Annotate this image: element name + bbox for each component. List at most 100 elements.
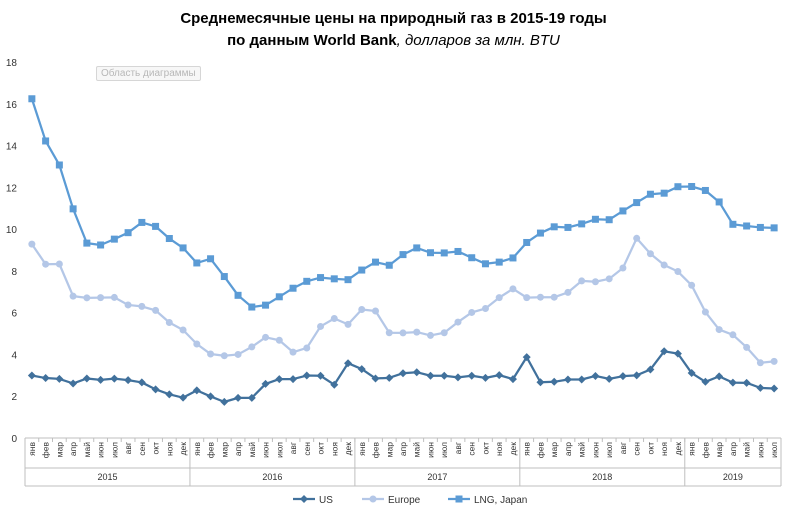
data-point-europe: [440, 329, 448, 337]
data-point-europe: [701, 308, 709, 316]
data-point-lng-japan: [426, 249, 434, 257]
data-point-lng-japan: [550, 223, 558, 231]
x-month-label: янв: [27, 442, 37, 456]
data-point-us: [289, 375, 298, 384]
x-month-label: апр: [563, 442, 573, 456]
y-tick-label: 18: [6, 58, 18, 69]
data-point-europe: [564, 288, 572, 296]
data-point-lng-japan: [564, 223, 572, 231]
data-point-us: [55, 374, 64, 383]
data-point-us: [220, 397, 229, 406]
x-month-label: сен: [302, 442, 312, 456]
data-point-europe: [495, 294, 503, 302]
data-point-us: [646, 365, 655, 374]
data-point-us: [399, 369, 407, 378]
x-month-label: авг: [123, 442, 133, 454]
x-month-label: фев: [41, 442, 51, 459]
data-point-us: [536, 378, 545, 387]
data-point-europe: [110, 293, 118, 301]
data-point-lng-japan: [330, 275, 338, 283]
data-point-europe: [660, 261, 668, 269]
data-point-europe: [619, 264, 627, 272]
data-point-lng-japan: [633, 199, 641, 207]
data-point-europe: [207, 350, 215, 358]
x-month-label: окт: [151, 442, 161, 455]
data-point-us: [151, 385, 160, 394]
data-point-lng-japan: [317, 274, 325, 282]
data-point-europe: [688, 281, 696, 289]
x-month-label: авг: [288, 442, 298, 454]
y-tick-label: 8: [11, 267, 17, 278]
x-month-label: окт: [480, 442, 490, 455]
data-point-europe: [289, 348, 297, 356]
x-month-label: дек: [673, 442, 683, 456]
data-point-europe: [372, 307, 380, 315]
x-month-label: июн: [590, 442, 600, 458]
x-month-label: апр: [68, 442, 78, 456]
x-month-label: июн: [261, 442, 271, 458]
data-point-us: [179, 393, 188, 402]
y-axis: 0 2 4 6 8 10 12 14 16 18: [6, 58, 18, 445]
data-point-lng-japan: [605, 216, 613, 224]
data-point-lng-japan: [220, 273, 228, 281]
data-point-europe: [756, 359, 764, 367]
data-point-us: [563, 375, 572, 384]
data-point-us: [344, 359, 353, 368]
data-point-europe: [55, 260, 63, 268]
data-point-us: [385, 373, 394, 382]
data-point-us: [206, 392, 215, 401]
data-point-us: [728, 378, 737, 387]
data-point-us: [330, 380, 339, 389]
data-point-us: [673, 349, 682, 358]
data-point-europe: [743, 343, 751, 351]
data-point-lng-japan: [83, 239, 91, 247]
data-point-us: [275, 375, 284, 384]
x-month-label: янв: [357, 442, 367, 456]
x-month-label: дек: [508, 442, 518, 456]
legend-label-us: US: [319, 495, 333, 506]
data-point-lng-japan: [207, 255, 215, 263]
x-month-label: фев: [700, 442, 710, 459]
data-point-europe: [715, 326, 723, 334]
x-month-label: июн: [96, 442, 106, 458]
x-month-label: ноя: [164, 442, 174, 456]
data-point-lng-japan: [715, 198, 723, 206]
chart-area-tooltip: Область диаграммы: [96, 66, 201, 81]
legend-marker-lng-japan: [455, 495, 463, 503]
data-point-us: [137, 378, 146, 387]
x-month-label: фев: [371, 442, 381, 459]
data-point-europe: [413, 328, 421, 336]
x-year-label: 2019: [723, 472, 743, 482]
data-point-lng-japan: [454, 247, 462, 255]
x-month-label: апр: [233, 442, 243, 456]
x-month-label: янв: [687, 442, 697, 456]
x-month-label: янв: [192, 442, 202, 456]
legend-label-europe: Europe: [388, 495, 421, 506]
data-point-lng-japan: [179, 244, 187, 252]
data-point-us: [247, 393, 256, 402]
chart-title-line2: по данным World Bank, долларов за млн. B…: [0, 30, 787, 52]
data-point-us: [371, 374, 380, 383]
data-point-europe: [330, 315, 338, 323]
data-point-us: [41, 374, 50, 383]
data-point-lng-japan: [440, 249, 448, 257]
data-point-lng-japan: [729, 220, 737, 228]
x-month-label: июл: [109, 442, 119, 458]
data-point-lng-japan: [481, 260, 489, 268]
data-point-europe: [28, 240, 36, 248]
data-point-lng-japan: [124, 229, 132, 237]
data-point-europe: [124, 301, 132, 309]
data-point-us: [453, 373, 462, 382]
x-month-label: дек: [343, 442, 353, 456]
data-point-us: [715, 372, 724, 381]
data-point-us: [605, 374, 614, 383]
data-point-lng-japan: [495, 258, 503, 266]
data-point-europe: [248, 343, 256, 351]
data-point-europe: [97, 294, 105, 302]
data-point-europe: [220, 352, 228, 360]
chart-title-line2-italic: , долларов за млн. BTU: [396, 32, 560, 49]
data-point-lng-japan: [289, 284, 297, 292]
x-month-label: фев: [206, 442, 216, 459]
data-point-us: [302, 371, 311, 380]
